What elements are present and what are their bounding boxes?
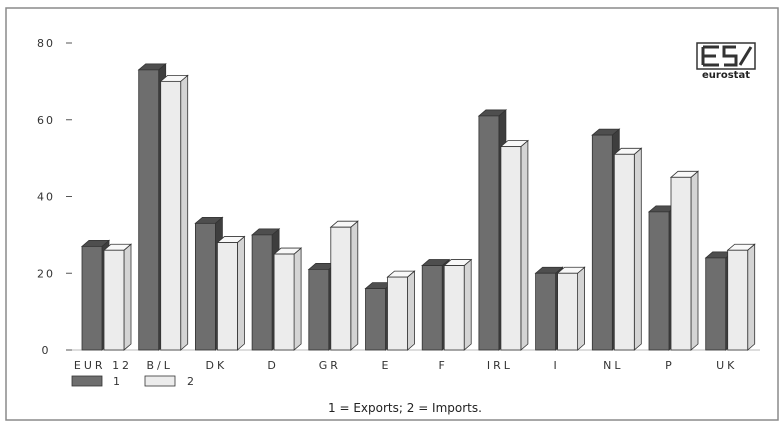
x-tick-label: EUR 12: [74, 359, 132, 372]
y-tick-label: 20: [37, 267, 55, 280]
x-tick-label: E: [382, 359, 392, 372]
bar-front: [478, 115, 500, 351]
x-tick-label: IRL: [487, 359, 513, 372]
bar-front: [273, 253, 295, 351]
bar-2: [386, 270, 416, 351]
bar-side: [577, 266, 585, 351]
x-tick-label: B/L: [147, 359, 173, 372]
bar-front: [727, 249, 749, 351]
bar-group: [80, 62, 756, 351]
bar-2: [726, 243, 756, 351]
bar-front: [535, 272, 556, 351]
x-tick-label: I: [553, 359, 559, 372]
y-tick-label: 0: [42, 344, 51, 357]
bar-front: [308, 269, 330, 351]
x-tick-label: GR: [319, 359, 341, 372]
eurostat-logo-icon: [696, 42, 756, 70]
x-tick-label: P: [665, 359, 675, 372]
bar-front: [251, 234, 273, 351]
bar-front: [81, 245, 103, 351]
bar-front: [443, 265, 465, 351]
bar-front: [365, 288, 386, 351]
bar-2: [669, 170, 700, 351]
bar-2: [159, 74, 189, 351]
x-tick-label: NL: [603, 359, 623, 372]
bar-side: [690, 170, 699, 351]
bar-side: [293, 247, 302, 351]
bar-front: [670, 176, 692, 351]
legend-swatch: [71, 375, 103, 387]
bar-front: [103, 249, 125, 351]
eurostat-logo-text: eurostat: [702, 70, 750, 81]
bar-front: [216, 242, 238, 351]
bar-front: [160, 80, 182, 351]
legend-swatch: [144, 375, 176, 387]
bar-front: [138, 69, 160, 351]
bar-2: [273, 247, 303, 351]
bar-2: [613, 147, 643, 351]
bar-front: [194, 222, 216, 351]
x-axis-labels: EUR 12 B/L DK D GR E F IRL I NL P UK: [74, 359, 737, 372]
bar-2: [102, 243, 133, 351]
bar-side: [633, 147, 642, 351]
bar-side: [123, 243, 132, 351]
y-tick-label: 40: [37, 191, 55, 204]
bar-front: [705, 257, 727, 351]
bar-side: [520, 139, 529, 351]
legend-item-1: 1: [71, 375, 120, 388]
bar-front: [500, 146, 522, 351]
legend-label: 2: [187, 375, 194, 388]
x-tick-label: DK: [206, 359, 228, 372]
bar-side: [350, 220, 359, 351]
bar-2: [499, 139, 529, 351]
x-tick-label: F: [439, 359, 448, 372]
chart-note: 1 = Exports; 2 = Imports.: [328, 401, 482, 415]
y-tick-label: 60: [37, 114, 55, 127]
bar-front: [613, 153, 635, 351]
bar-front: [648, 211, 670, 351]
bar-front: [387, 276, 408, 351]
bar-side: [463, 258, 472, 351]
bar-front: [421, 265, 443, 351]
bar-2: [556, 266, 586, 351]
bar-2: [216, 235, 246, 351]
bar-front: [591, 134, 613, 351]
x-tick-label: D: [267, 359, 278, 372]
bar-side: [236, 235, 245, 351]
bar-front: [330, 226, 352, 351]
legend-item-2: 2: [144, 375, 194, 388]
x-tick-label: UK: [716, 359, 737, 372]
y-axis: 0 20 40 60 80: [37, 37, 760, 357]
legend-label: 1: [113, 375, 120, 388]
bar-2: [329, 220, 359, 351]
bar-side: [747, 243, 756, 351]
bar-side: [180, 74, 189, 351]
bar-side: [407, 270, 415, 351]
bar-front: [557, 272, 578, 351]
y-tick-label: 80: [37, 37, 55, 50]
bar-2: [443, 258, 473, 351]
